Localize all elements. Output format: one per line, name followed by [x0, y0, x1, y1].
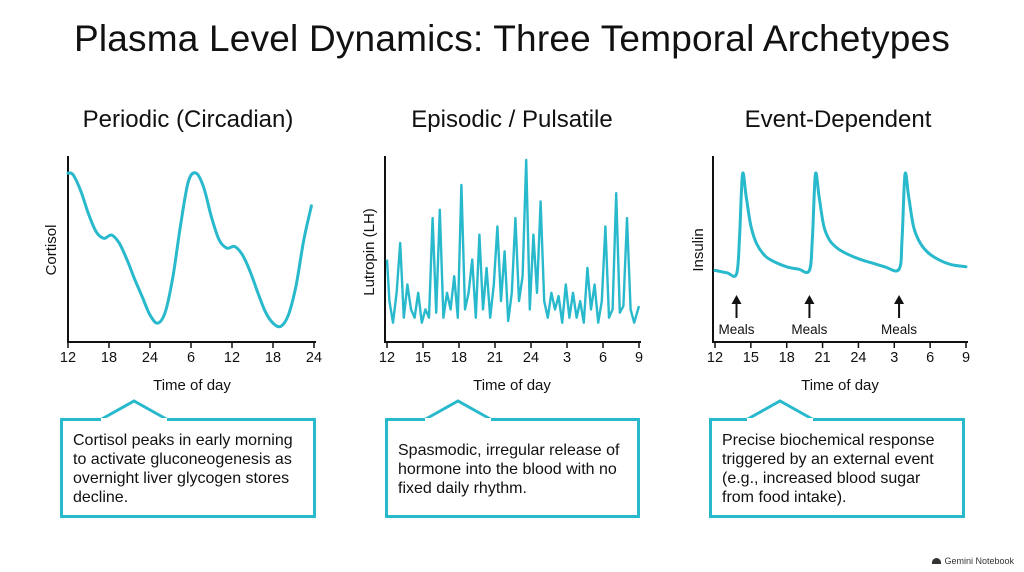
meal-annotation-label: Meals [719, 322, 755, 337]
main-title: Plasma Level Dynamics: Three Temporal Ar… [73, 18, 951, 59]
y-axis-label-insulin: Insulin [690, 228, 707, 271]
x-tick-label: 12 [60, 350, 76, 366]
callout-notch-periodic [99, 399, 169, 422]
series-line-cortisol [66, 171, 313, 329]
x-tick-label: 24 [523, 350, 539, 366]
watermark: Gemini Notebook [932, 556, 1014, 566]
meal-arrow-head [731, 295, 742, 304]
x-tick-label: 3 [890, 350, 898, 366]
x-tick-label: 18 [101, 350, 117, 366]
chart-event: 12 15 18 21 24 3 6 9 Meals Meals Meals Time of da… [690, 156, 970, 394]
x-tick-label: 18 [265, 350, 281, 366]
panel-title-episodic: Episodic / Pulsatile [411, 106, 613, 133]
x-tick-label: 18 [451, 350, 467, 366]
x-tick-label: 15 [415, 350, 431, 366]
watermark-text: Gemini Notebook [944, 556, 1014, 566]
meal-arrow-head [804, 295, 815, 304]
notebook-logo-icon [932, 558, 942, 564]
meal-annotations: Meals Meals Meals [719, 295, 917, 337]
x-tick-label: 21 [815, 350, 831, 366]
series-line-insulin [713, 171, 968, 278]
x-tick-label: 12 [224, 350, 240, 366]
x-tick-label: 24 [850, 350, 866, 366]
x-tick-label: 6 [187, 350, 195, 366]
callout-periodic: Cortisol peaks in early morning to activ… [60, 418, 316, 518]
x-axis-label-event: Time of day [801, 377, 879, 394]
x-tick-label: 21 [487, 350, 503, 366]
callout-notch-episodic [423, 399, 493, 422]
y-axis-label-lutropin: Lutropin (LH) [361, 208, 378, 296]
x-tick-label: 12 [707, 350, 723, 366]
x-axis-label-episodic: Time of day [473, 377, 551, 394]
meal-annotation-label: Meals [791, 322, 827, 337]
meal-annotation-label: Meals [881, 322, 917, 337]
x-ticks-event: 12 15 18 21 24 3 6 9 [707, 342, 970, 366]
x-ticks-periodic: 12 18 24 6 12 18 24 [60, 342, 322, 366]
meal-arrow-head [894, 295, 905, 304]
x-tick-label: 6 [926, 350, 934, 366]
chart-episodic: 12 15 18 21 24 3 6 9 Time of day Lutropin (LH) [361, 156, 643, 394]
x-axis-label-periodic: Time of day [153, 377, 231, 394]
x-tick-label: 9 [962, 350, 970, 366]
x-tick-label: 24 [306, 350, 322, 366]
x-tick-label: 3 [563, 350, 571, 366]
series-line-lutropin [385, 158, 641, 324]
y-axis-label-cortisol: Cortisol [43, 225, 60, 276]
x-tick-label: 9 [635, 350, 643, 366]
x-tick-label: 24 [142, 350, 158, 366]
callout-episodic: Spasmodic, irregular release of hormone … [385, 418, 640, 518]
callout-notch-event [745, 399, 815, 422]
x-tick-label: 12 [379, 350, 395, 366]
panel-title-event: Event-Dependent [744, 106, 932, 133]
chart-periodic: 12 18 24 6 12 18 24 Time of day Cortisol [43, 156, 322, 394]
x-ticks-episodic: 12 15 18 21 24 3 6 9 [379, 342, 643, 366]
panel-title-periodic: Periodic (Circadian) [82, 106, 294, 133]
callout-event: Precise biochemical response triggered b… [709, 418, 965, 518]
x-tick-label: 18 [779, 350, 795, 366]
x-tick-label: 15 [743, 350, 759, 366]
x-tick-label: 6 [599, 350, 607, 366]
